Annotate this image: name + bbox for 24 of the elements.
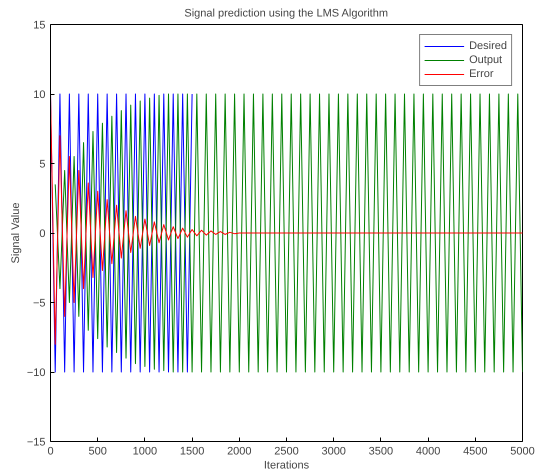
y-tick-label: 0	[39, 228, 46, 240]
x-axis-title: Iterations	[264, 460, 310, 472]
x-tick-label: 5000	[510, 446, 535, 458]
x-tick-label: 4500	[463, 446, 488, 458]
x-tick-label: 1000	[132, 446, 158, 458]
x-tick-label: 2000	[227, 446, 252, 458]
y-tick-label: −15	[26, 436, 46, 448]
y-tick-label: 15	[33, 20, 46, 32]
x-tick-label: 3500	[368, 446, 394, 458]
x-tick-label: 500	[88, 446, 107, 458]
x-tick-label: 2500	[274, 446, 299, 458]
y-tick-label: −10	[26, 367, 46, 379]
legend-label: Desired	[469, 39, 507, 53]
y-tick-label: 10	[33, 89, 46, 101]
y-tick-label: −5	[32, 298, 46, 310]
legend-label: Error	[469, 67, 494, 81]
x-tick-label: 1500	[180, 446, 204, 458]
x-tick-label: 0	[47, 446, 54, 458]
y-tick-label: 5	[39, 158, 46, 170]
legend-label: Output	[469, 53, 502, 67]
y-axis-title: Signal Value	[10, 202, 22, 264]
x-tick-label: 3000	[321, 446, 346, 458]
x-tick-label: 4000	[416, 446, 440, 458]
chart-title: Signal prediction using the LMS Algorithm	[184, 8, 388, 20]
